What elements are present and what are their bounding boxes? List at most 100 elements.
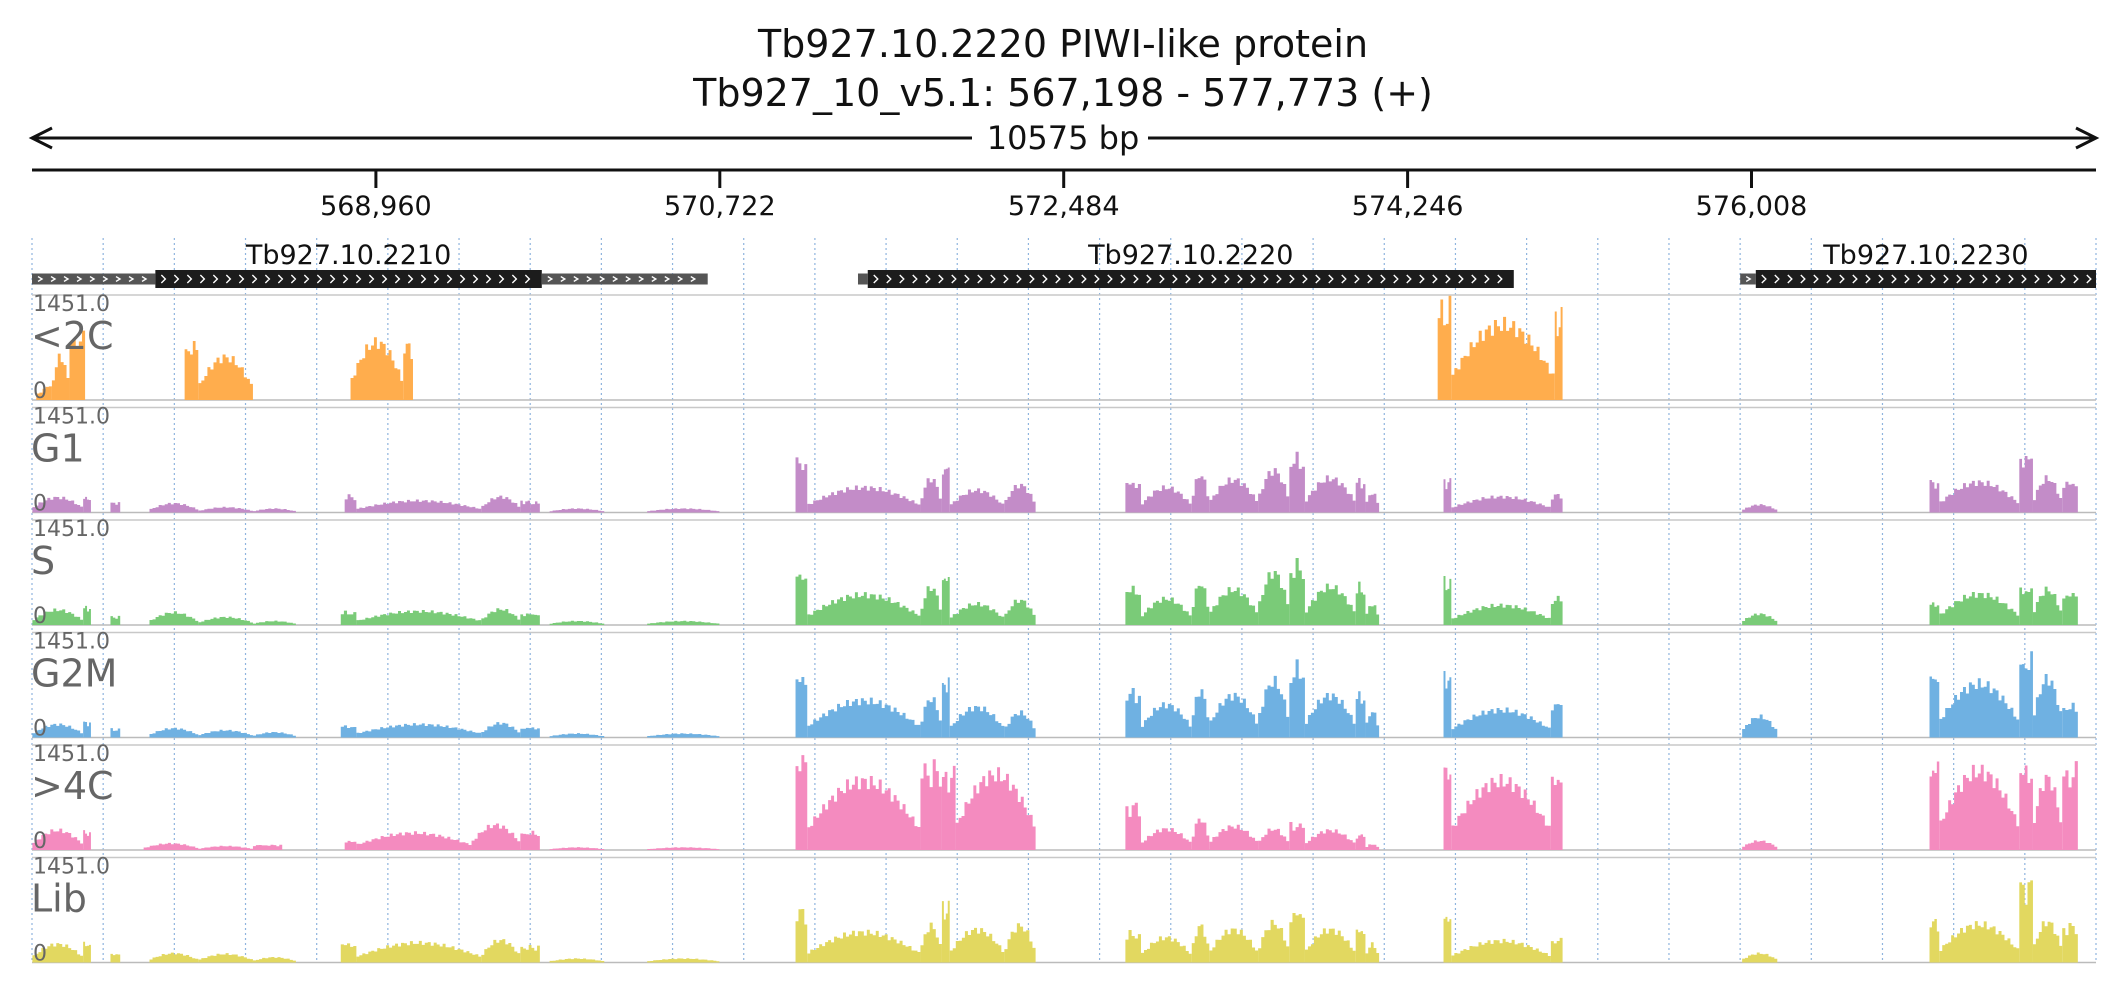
coverage-peak: [356, 499, 482, 513]
track-ymax-label: 1451.0: [33, 742, 110, 767]
track-name-label: G1: [31, 427, 85, 471]
track-name-label: Lib: [31, 877, 87, 921]
coverage-peak: [1451, 774, 1551, 850]
coverage-peak: [1554, 306, 1563, 400]
coverage-peak: [1125, 930, 1141, 963]
coverage-peak: [2032, 586, 2063, 625]
coverage-peak: [143, 842, 199, 850]
coverage-peak: [69, 330, 86, 400]
coverage-peak: [1939, 921, 2020, 963]
coverage-peak: [1258, 675, 1290, 738]
span-arrow-left-head: [28, 126, 53, 150]
axis-tick-label: 572,484: [1008, 191, 1120, 222]
coverage-peak: [1191, 818, 1210, 850]
coverage-peak: [549, 958, 605, 963]
coverage-peak: [1355, 477, 1366, 513]
coverage-peak: [198, 506, 253, 513]
coverage-peak: [520, 500, 531, 513]
coverage-peak: [647, 733, 720, 738]
track-ymin-label: 0: [33, 942, 47, 967]
coverage-peak: [1191, 689, 1210, 738]
coverage-peak: [1443, 478, 1452, 513]
coverage-peak: [1742, 613, 1778, 625]
coverage-peak: [807, 929, 921, 963]
coverage-peak: [36, 386, 52, 400]
coverage-peak: [481, 722, 521, 738]
coverage-peak: [252, 620, 296, 625]
coverage-peak: [1004, 599, 1036, 625]
coverage-peak: [807, 485, 921, 513]
track-name-label: <2C: [31, 314, 114, 358]
coverage-peak: [520, 727, 540, 738]
coverage-peak: [1258, 828, 1290, 850]
chart-title-locus: Tb927_10_v5.1: 567,198 - 577,773 (+): [693, 71, 1433, 115]
coverage-peak: [1365, 493, 1380, 513]
coverage-peak: [1355, 691, 1366, 738]
coverage-track: 1451.0G1 0: [31, 405, 2096, 517]
coverage-peak: [1209, 477, 1259, 513]
coverage-peak: [198, 729, 253, 738]
coverage-peak: [795, 755, 808, 850]
gene-utr: [1740, 273, 1756, 285]
axis-tick-label: 568,960: [320, 191, 432, 222]
coverage-peak: [1140, 936, 1192, 963]
span-arrow-right-head: [2075, 126, 2100, 150]
coverage-peak: [1929, 676, 1940, 738]
coverage-peak: [1929, 919, 1940, 963]
coverage-peak: [1140, 828, 1192, 850]
coverage-peak: [520, 613, 540, 625]
strand-arrows: [1745, 275, 1752, 283]
coverage-peak: [1929, 602, 1940, 625]
coverage-peak: [647, 847, 720, 850]
coverage-peak: [340, 943, 357, 963]
coverage-peak: [1742, 714, 1778, 738]
coverage-peak: [344, 840, 357, 850]
coverage-peak: [356, 723, 482, 738]
coverage-peak: [549, 508, 605, 513]
coverage-peak: [83, 830, 91, 850]
coverage-peak: [32, 943, 84, 963]
coverage-peak: [481, 939, 521, 963]
coverage-peak: [1289, 912, 1305, 963]
coverage-peak: [2019, 456, 2033, 513]
coverage-peak: [252, 508, 296, 513]
coverage-peak: [1258, 468, 1290, 513]
coverage-peak: [1355, 834, 1366, 850]
coverage-peak: [1550, 493, 1563, 513]
coverage-peak: [920, 697, 942, 738]
coverage-peak: [2032, 921, 2063, 963]
coverage-peak: [1140, 702, 1192, 738]
coverage-peak: [481, 495, 521, 513]
coverage-track: 1451.0<2C 0: [31, 292, 2096, 404]
coverage-peak: [1365, 605, 1380, 625]
coverage-peak: [1209, 824, 1259, 850]
gene-label: Tb927.10.2210: [245, 240, 451, 271]
coverage-peak: [1304, 928, 1356, 963]
coverage-peak: [2019, 765, 2033, 850]
coverage-peak: [807, 697, 921, 738]
coverage-peak: [941, 467, 950, 513]
coverage-peak: [344, 494, 357, 513]
coverage-peak: [1209, 587, 1259, 625]
gene-model: Tb927.10.2230: [1755, 240, 2096, 288]
coverage-peak: [1742, 840, 1778, 850]
coverage-peak: [2032, 774, 2063, 850]
coverage-peak: [795, 677, 808, 738]
coverage-peak: [1451, 316, 1555, 400]
coverage-peak: [403, 343, 413, 400]
coverage-peak: [941, 576, 950, 625]
coverage-peak: [1929, 761, 1940, 850]
coverage-peak: [110, 502, 121, 513]
coverage-peak: [549, 733, 605, 738]
coverage-peak: [549, 620, 605, 625]
coverage-peak: [340, 725, 357, 738]
coverage-peak: [1550, 937, 1563, 963]
coverage-peak: [520, 830, 540, 850]
coverage-peak: [252, 732, 296, 738]
coverage-peak: [1191, 476, 1210, 513]
coverage-peak: [647, 958, 720, 963]
coverage-peak: [32, 723, 84, 738]
strand-arrows: [1761, 274, 2092, 284]
coverage-peak: [1289, 659, 1305, 738]
